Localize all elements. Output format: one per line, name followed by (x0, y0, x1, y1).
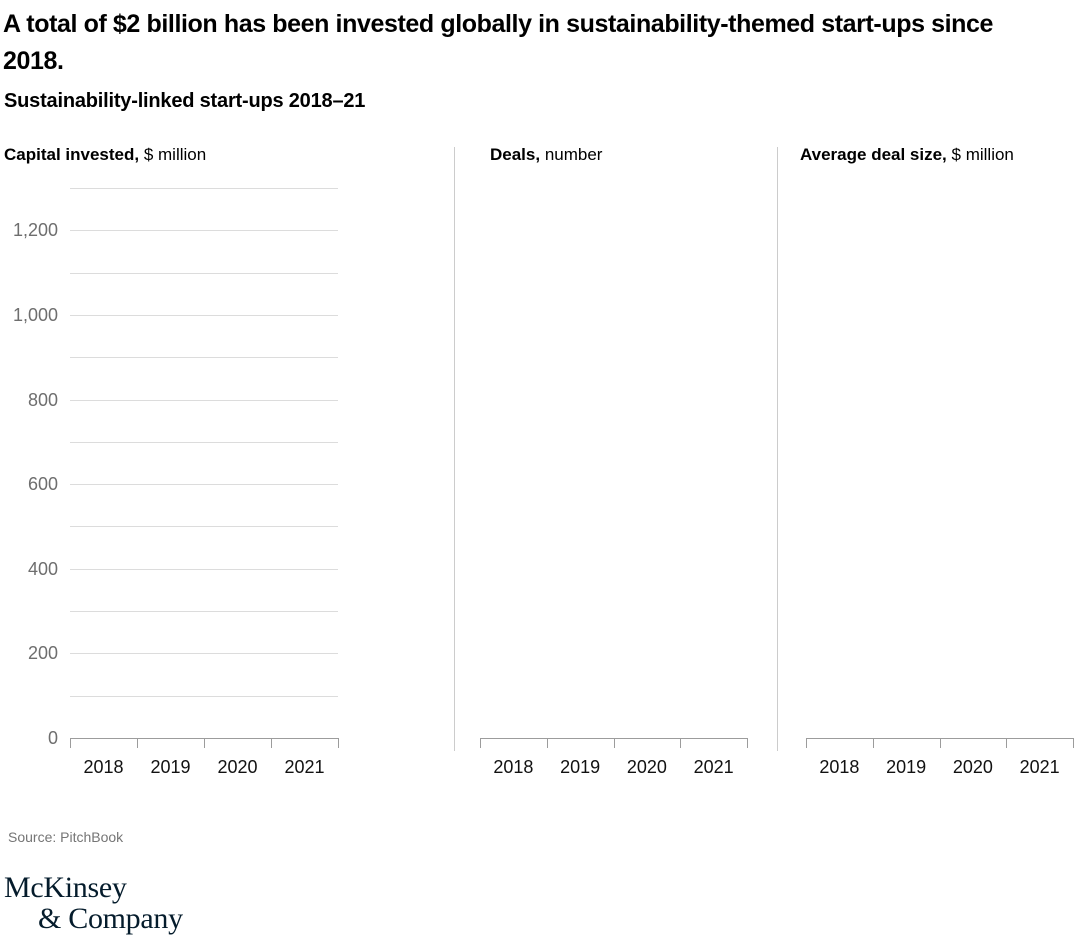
x-axis-tick (747, 738, 748, 748)
x-axis-year-label: 2019 (886, 757, 927, 777)
source-note: Source: PitchBook (8, 829, 124, 845)
mckinsey-logo: McKinsey & Company (4, 872, 183, 934)
gridline (70, 399, 338, 401)
x-axis-tick (546, 738, 548, 748)
x-axis-tick (680, 738, 682, 748)
gridline (70, 653, 338, 655)
x-axis-tick (806, 738, 807, 748)
panel-header-unit: $ million (951, 145, 1014, 164)
x-axis-tick (872, 738, 874, 748)
gridline (70, 314, 338, 316)
gridline (70, 357, 338, 359)
x-axis-year-label: 2018 (493, 757, 534, 777)
panel-header-capital-invested: Capital invested, $ million (4, 145, 206, 165)
gridline (70, 484, 338, 486)
x-axis-tick (613, 738, 615, 748)
gridline (70, 230, 338, 232)
panel-divider (454, 147, 455, 751)
x-axis-tick (271, 738, 272, 748)
gridline (70, 526, 338, 528)
x-axis-year-label: 2021 (284, 757, 325, 777)
panel-header-unit: number (544, 145, 603, 164)
gridline (70, 188, 338, 189)
y-axis-tick-label: 200 (27, 643, 58, 664)
panel-header-bold-label: Capital invested, (4, 145, 140, 164)
logo-line-1: McKinsey (4, 871, 127, 904)
x-axis-tick (338, 738, 339, 748)
x-axis-tick (1073, 738, 1074, 748)
x-axis-tick (204, 738, 205, 748)
panel-divider (777, 147, 778, 751)
chart-subtitle: Sustainability-linked start-ups 2018–21 (4, 90, 366, 112)
x-axis-tick (1006, 738, 1008, 748)
gridline (70, 695, 338, 697)
y-axis-tick-label: 0 (47, 728, 58, 748)
x-axis-year-label: 2020 (217, 757, 258, 777)
page-title: A total of $2 billion has been invested … (3, 10, 994, 75)
x-axis-year-label: 2021 (1019, 757, 1060, 777)
y-axis-tick-label: 1,200 (12, 220, 58, 241)
x-axis-year-label: 2018 (819, 757, 860, 777)
x-axis-year-label: 2019 (560, 757, 601, 777)
x-axis-year-label: 2020 (626, 757, 667, 777)
x-axis-tick (939, 738, 941, 748)
gridline (70, 441, 338, 443)
panel-header-unit: $ million (143, 145, 207, 164)
x-axis-year-label: 2018 (83, 757, 124, 777)
gridline (70, 611, 338, 613)
x-axis-tick (480, 738, 481, 748)
gridline (70, 272, 338, 274)
panel-header-average-deal-size: Average deal size, $ million (800, 145, 1014, 165)
y-axis-tick-label: 1,000 (12, 304, 58, 325)
panel-header-bold-label: Average deal size, (800, 145, 947, 164)
panel-header-deals: Deals, number (490, 145, 602, 165)
logo-line-2: & Company (38, 902, 183, 935)
panel-header-bold-label: Deals, (490, 145, 541, 164)
y-axis-tick-label: 800 (27, 389, 58, 410)
x-axis-tick (137, 738, 138, 748)
x-axis-year-label: 2021 (693, 757, 734, 777)
x-axis-year-label: 2019 (150, 757, 191, 777)
y-axis-tick-label: 400 (27, 558, 58, 579)
y-axis-tick-label: 600 (27, 474, 58, 495)
gridline (70, 568, 338, 570)
x-axis-year-label: 2020 (952, 757, 993, 777)
x-axis-tick (70, 738, 71, 748)
